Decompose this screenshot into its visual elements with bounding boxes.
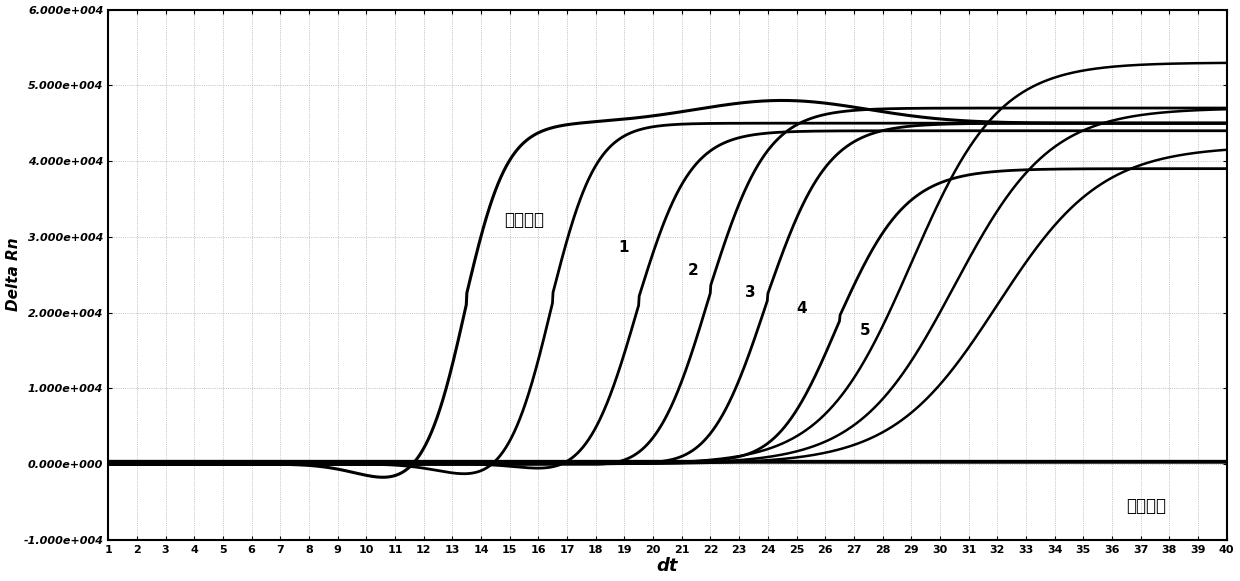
Text: 阴性对照: 阴性对照 xyxy=(1126,497,1167,515)
Text: 5: 5 xyxy=(859,323,870,338)
Text: 3: 3 xyxy=(745,285,755,300)
Text: 4: 4 xyxy=(796,300,807,315)
X-axis label: dt: dt xyxy=(657,557,678,575)
Y-axis label: Delta Rn: Delta Rn xyxy=(5,238,21,311)
Text: 2: 2 xyxy=(687,263,698,278)
Text: 阳性对照: 阳性对照 xyxy=(503,211,544,229)
Text: 1: 1 xyxy=(619,240,629,255)
